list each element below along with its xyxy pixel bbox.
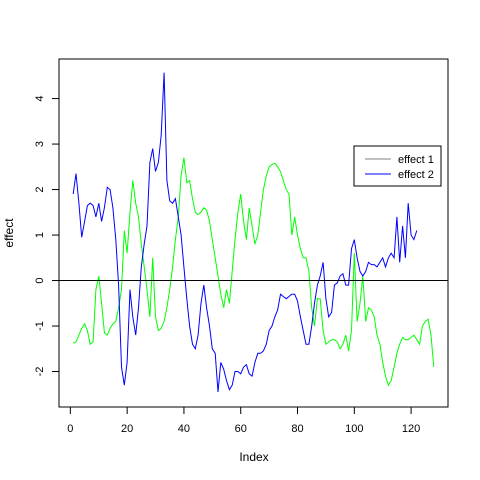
y-tick-label: 1: [34, 232, 46, 238]
legend-label-effect-1: effect 1: [398, 154, 434, 166]
y-tick-label: 3: [34, 141, 46, 147]
series-line-1: [72, 157, 435, 387]
x-tick-label: 20: [121, 423, 133, 435]
y-axis: -2 -1 0 1 2 3 4: [34, 96, 60, 377]
y-tick-label: 4: [34, 96, 46, 102]
x-tick-label: 120: [402, 423, 420, 435]
x-tick-label: 60: [235, 423, 247, 435]
series-layer: [72, 72, 435, 393]
x-axis-label: Index: [239, 450, 268, 464]
legend: effect 1 effect 2: [353, 145, 442, 187]
x-axis: 0 20 40 60 80 100 120: [67, 406, 420, 435]
y-tick-label: 0: [34, 277, 46, 283]
y-tick-label: 2: [34, 186, 46, 192]
legend-label-effect-2: effect 2: [398, 169, 434, 181]
series-line-2: [72, 72, 418, 393]
y-axis-label: effect: [2, 218, 16, 248]
x-tick-label: 100: [345, 423, 363, 435]
x-tick-label: 80: [291, 423, 303, 435]
y-tick-label: -1: [34, 321, 46, 331]
x-tick-label: 0: [67, 423, 73, 435]
legend-box: [353, 145, 442, 187]
x-tick-label: 40: [178, 423, 190, 435]
y-tick-label: -2: [34, 367, 46, 377]
